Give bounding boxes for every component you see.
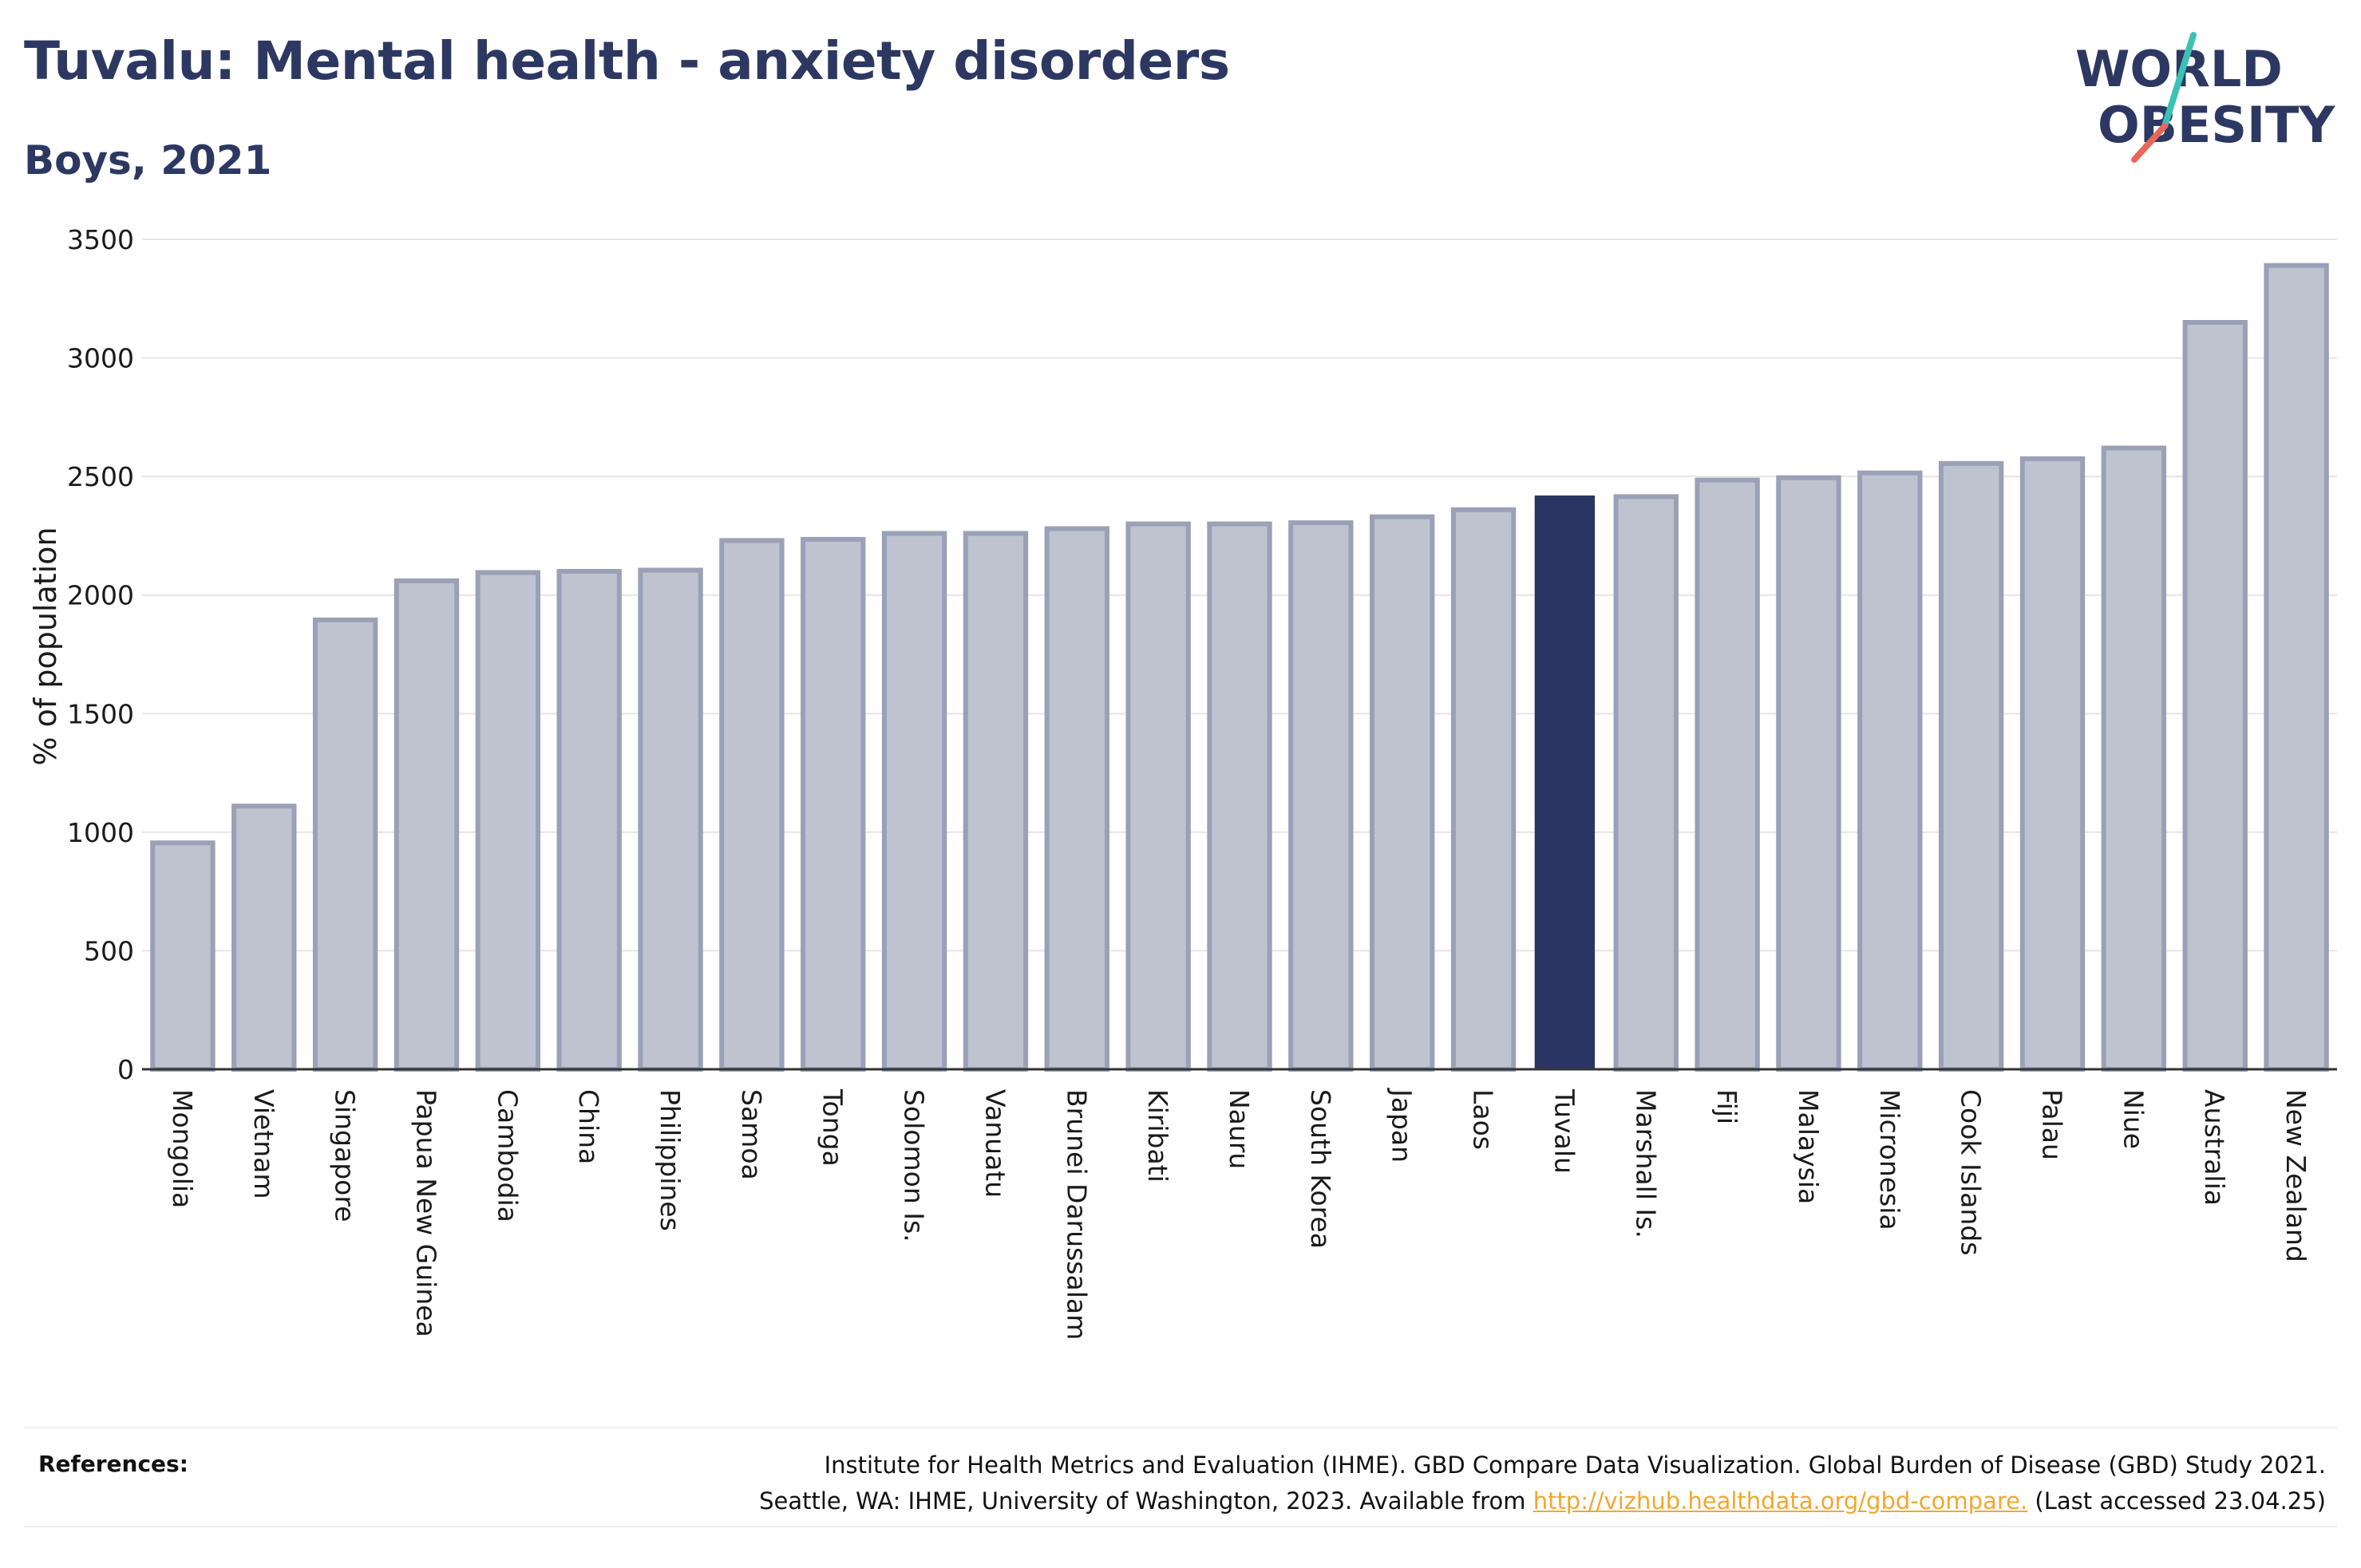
references-text: Institute for Health Metrics and Evaluat… [490,1448,2326,1519]
references-line-2-suffix: (Last accessed 23.04.25) [2027,1487,2326,1515]
x-tick-label: Mongolia [167,1089,198,1208]
x-tick-label: Fiji [1711,1089,1742,1124]
x-tick-label: Samoa [736,1089,767,1180]
references-line-2: Seattle, WA: IHME, University of Washing… [490,1483,2326,1519]
logo-slash-top [2161,32,2197,129]
x-tick-label: Niue [2118,1089,2149,1149]
x-tick-label: Marshall Is. [1630,1089,1661,1238]
logo-text-obesity: OBESITY [2098,96,2335,154]
x-tick-label: Palau [2037,1089,2068,1160]
bar [963,531,1029,1072]
y-tick-label: 1000 [67,817,134,848]
references-top-divider [24,1427,2337,1428]
x-tick-label: Singapore [330,1089,361,1222]
x-axis-labels: Mongolia Vietnam Singapore Papua New Guinea… [167,1088,2312,1340]
bar [801,536,866,1072]
references-line-1: Institute for Health Metrics and Evaluat… [824,1451,2326,1479]
bar [150,840,216,1072]
references-link[interactable]: http://vizhub.healthdata.org/gbd-compare… [1532,1487,2028,1515]
logo-slash-bottom [2131,123,2168,163]
bar [394,578,460,1072]
x-tick-label: Australia [2199,1089,2230,1206]
x-tick-label: Malaysia [1793,1089,1824,1204]
y-axis-title: % of population [28,527,63,765]
x-tick-label: Philippines [655,1089,686,1231]
x-tick-label: Papua New Guinea [410,1089,441,1337]
x-tick-label: Solomon Is. [899,1089,930,1242]
y-tick-label: 500 [84,935,134,966]
bar [312,617,378,1072]
bar-chart: 0 500 1000 1500 2000 2500 3000 3500 Mongolia Vie… [28,224,2337,1340]
bar [2182,320,2248,1072]
x-tick-label: Vanuatu [979,1089,1010,1198]
x-tick-label: New Zealand [2280,1089,2312,1262]
x-tick-label: Cook Islands [1956,1089,1987,1255]
references-line-2-prefix: Seattle, WA: IHME, University of Washing… [759,1487,1533,1515]
bar-highlighted [1534,495,1596,1069]
y-tick-label: 2000 [67,580,134,611]
x-tick-label: Japan [1386,1088,1418,1163]
bar [2019,456,2086,1072]
bar [1450,507,1517,1072]
bars [150,263,2329,1072]
bar [1288,520,1354,1072]
bar [638,567,703,1072]
y-tick-label: 1500 [67,698,134,729]
bar [1776,475,1841,1072]
x-tick-label: China [573,1089,604,1164]
y-tick-label: 3000 [67,343,134,374]
bar [1613,494,1679,1072]
references-label: References: [38,1451,188,1477]
x-tick-label: Tonga [817,1088,848,1167]
x-tick-label: South Korea [1305,1089,1336,1249]
y-tick-label: 3500 [67,224,134,255]
bar [2264,263,2329,1072]
page-title: Tuvalu: Mental health - anxiety disorder… [24,30,1230,92]
x-tick-label: Brunei Darussalam [1061,1089,1092,1340]
y-tick-label: 0 [117,1054,134,1085]
bar [719,538,785,1072]
x-tick-label: Vietnam [248,1089,279,1199]
y-axis-ticks: 0 500 1000 1500 2000 2500 3000 3500 [67,224,134,1085]
x-tick-label: Micronesia [1874,1089,1905,1230]
bar [1695,477,1760,1072]
bar [475,570,541,1072]
x-tick-label: Kiribati [1142,1089,1173,1183]
x-tick-label: Cambodia [492,1089,523,1222]
x-tick-label: Nauru [1224,1089,1255,1169]
x-tick-label: Laos [1468,1089,1499,1150]
references-bottom-divider [24,1526,2337,1527]
x-tick-label: Tuvalu [1548,1088,1580,1174]
y-tick-label: 2500 [67,461,134,492]
bar [556,569,622,1072]
bar [1207,521,1272,1072]
bar [2101,445,2167,1072]
bar [231,804,297,1072]
bar [881,531,947,1072]
bar [1125,521,1191,1072]
bar [1857,470,1923,1072]
page-subtitle: Boys, 2021 [24,137,272,184]
bar [1370,514,1435,1072]
world-obesity-logo: WORLD OBESITY [2075,32,2335,163]
bar [1938,460,2004,1072]
bar [1044,526,1109,1072]
